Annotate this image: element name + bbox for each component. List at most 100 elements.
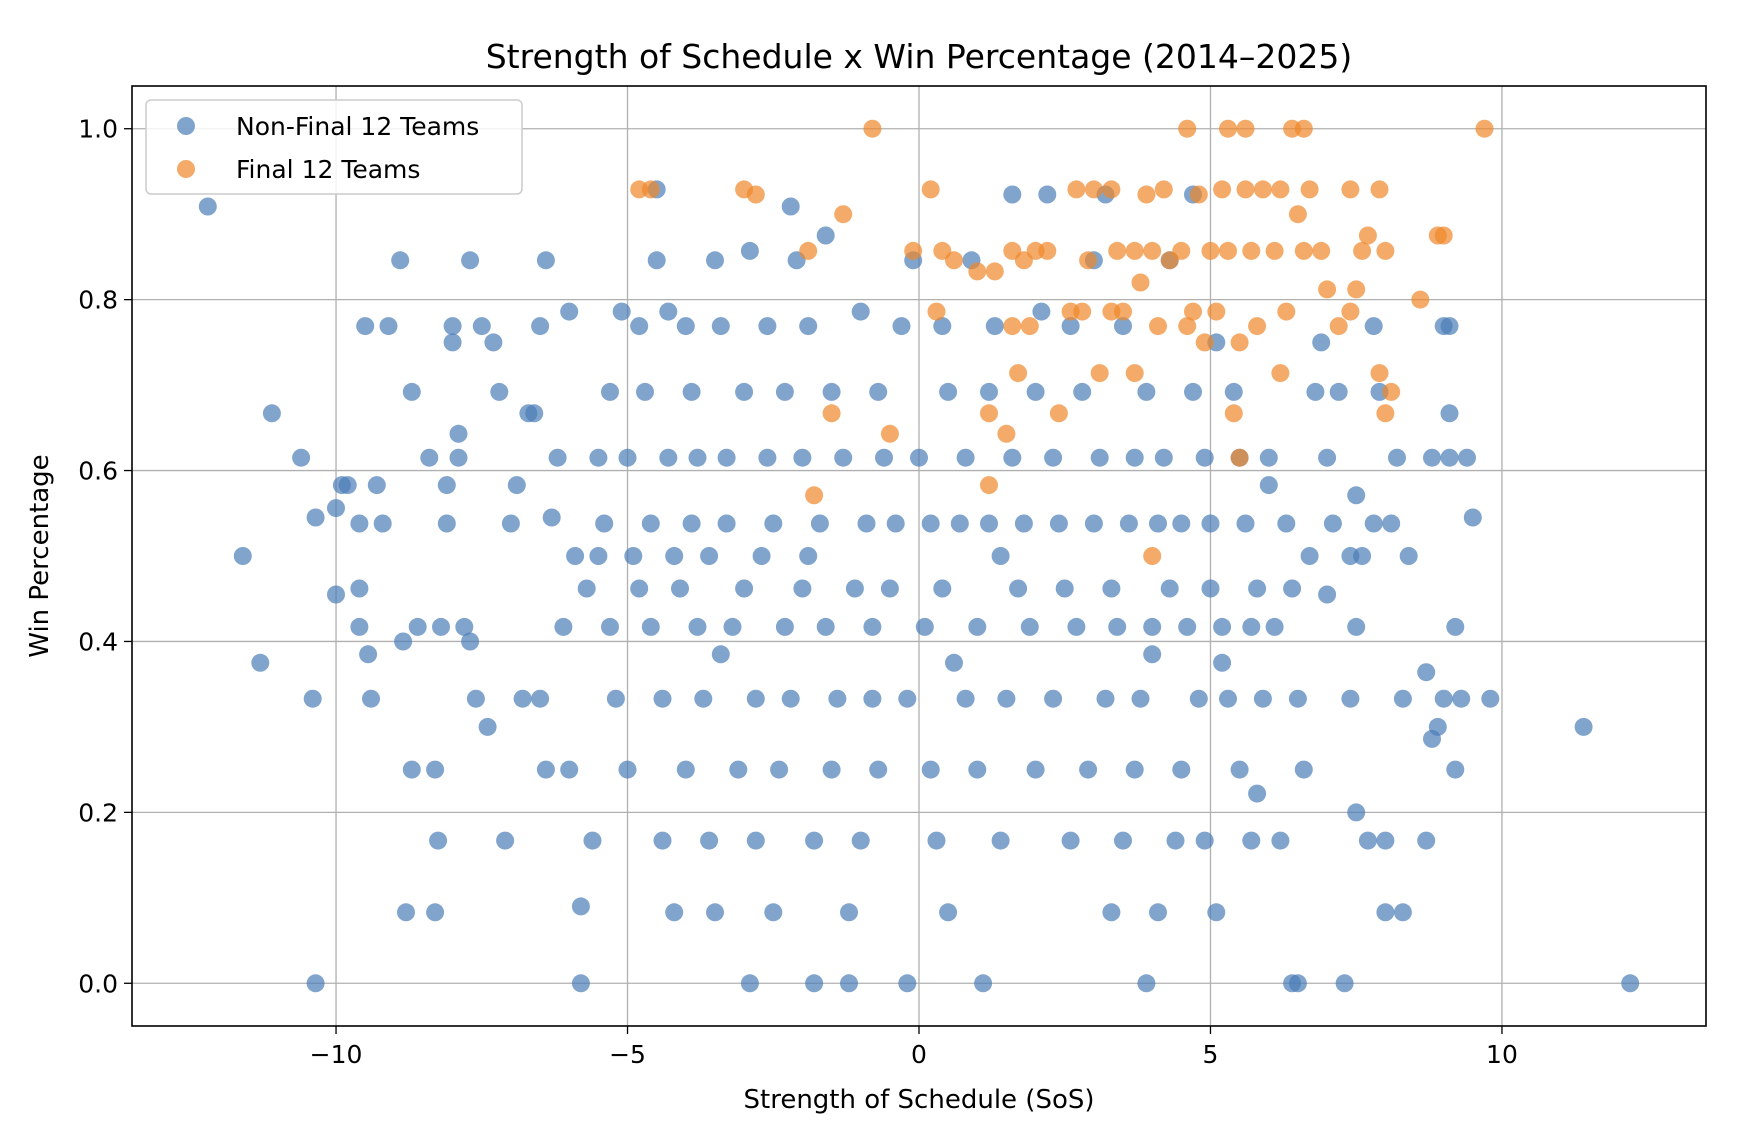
non-final-point <box>706 251 724 270</box>
non-final-point <box>437 514 456 533</box>
non-final-point <box>898 689 917 708</box>
final-point <box>805 486 824 505</box>
non-final-point <box>682 382 701 401</box>
non-final-point <box>618 760 637 779</box>
non-final-point <box>1376 903 1395 922</box>
non-final-point <box>735 382 754 401</box>
non-final-point <box>1283 579 1302 598</box>
non-final-point <box>571 897 590 916</box>
non-final-point <box>793 579 812 598</box>
non-final-point <box>1265 617 1284 636</box>
non-final-point <box>402 382 421 401</box>
non-final-point <box>939 382 958 401</box>
non-final-point <box>1388 448 1406 467</box>
non-final-point <box>793 448 812 467</box>
non-final-point <box>1172 514 1191 533</box>
non-final-point <box>1382 514 1401 533</box>
final-point <box>1178 119 1197 138</box>
non-final-point <box>711 317 730 336</box>
non-final-point <box>1236 514 1255 533</box>
non-final-point <box>420 448 439 467</box>
non-final-point <box>501 514 520 533</box>
final-point <box>1329 317 1348 336</box>
non-final-point <box>980 382 998 401</box>
non-final-point <box>1248 784 1267 803</box>
final-point <box>1277 302 1296 321</box>
non-final-point <box>653 689 672 708</box>
non-final-point <box>875 448 893 467</box>
non-final-point <box>560 760 579 779</box>
final-point <box>1434 226 1453 245</box>
y-tick-label: 1.0 <box>78 115 118 144</box>
non-final-point <box>770 760 789 779</box>
non-final-point <box>350 514 369 533</box>
non-final-point <box>775 382 794 401</box>
non-final-point <box>746 689 765 708</box>
non-final-point <box>636 382 654 401</box>
final-point <box>1184 302 1202 321</box>
non-final-point <box>461 251 480 270</box>
final-point <box>1253 180 1272 199</box>
final-point <box>1114 302 1132 321</box>
final-point <box>799 241 818 260</box>
non-final-point <box>1347 803 1366 822</box>
y-tick-label: 0.2 <box>78 798 118 827</box>
non-final-point <box>758 448 777 467</box>
non-final-point <box>426 760 445 779</box>
non-final-point <box>397 903 415 922</box>
non-final-point <box>262 404 281 423</box>
non-final-point <box>1358 831 1377 850</box>
non-final-point <box>653 831 672 850</box>
non-final-point <box>606 689 625 708</box>
non-final-point <box>1003 185 1022 204</box>
non-final-point <box>1288 689 1307 708</box>
final-point <box>1318 280 1337 299</box>
final-point <box>1149 317 1167 336</box>
final-point <box>1195 333 1214 352</box>
non-final-point <box>1137 382 1156 401</box>
final-point <box>1178 317 1197 336</box>
non-final-point <box>1184 382 1202 401</box>
non-final-point <box>251 653 270 672</box>
non-final-point <box>630 579 649 598</box>
non-final-point <box>542 508 561 527</box>
non-final-point <box>1108 617 1127 636</box>
x-tick-label: 10 <box>1486 1040 1518 1069</box>
final-point <box>1079 251 1098 270</box>
non-final-point <box>536 251 555 270</box>
non-final-point <box>426 903 445 922</box>
non-final-point <box>740 241 759 260</box>
final-point <box>1073 302 1092 321</box>
non-final-point <box>1364 317 1383 336</box>
non-final-point <box>484 333 503 352</box>
non-final-point <box>449 424 468 443</box>
non-final-point <box>991 831 1010 850</box>
non-final-point <box>758 317 777 336</box>
non-final-point <box>921 760 940 779</box>
final-point <box>746 185 765 204</box>
non-final-point <box>577 579 596 598</box>
non-final-point <box>1347 486 1366 505</box>
non-final-point <box>665 903 684 922</box>
final-point <box>1248 317 1267 336</box>
non-final-point <box>1172 760 1191 779</box>
non-final-point <box>968 617 987 636</box>
non-final-point <box>863 689 882 708</box>
non-final-point <box>362 689 380 708</box>
non-final-point <box>665 547 684 565</box>
final-point <box>1341 180 1360 199</box>
final-point <box>1475 119 1494 138</box>
non-final-point <box>945 653 963 672</box>
non-final-point <box>472 317 491 336</box>
final-point <box>1271 364 1290 383</box>
final-point <box>641 180 660 199</box>
final-point <box>980 476 998 495</box>
non-final-point <box>548 448 567 467</box>
non-final-point <box>1376 831 1395 850</box>
non-final-point <box>1271 831 1290 850</box>
final-point <box>945 251 963 270</box>
final-point <box>1312 241 1331 260</box>
non-final-point <box>1446 760 1465 779</box>
non-final-point <box>775 617 794 636</box>
